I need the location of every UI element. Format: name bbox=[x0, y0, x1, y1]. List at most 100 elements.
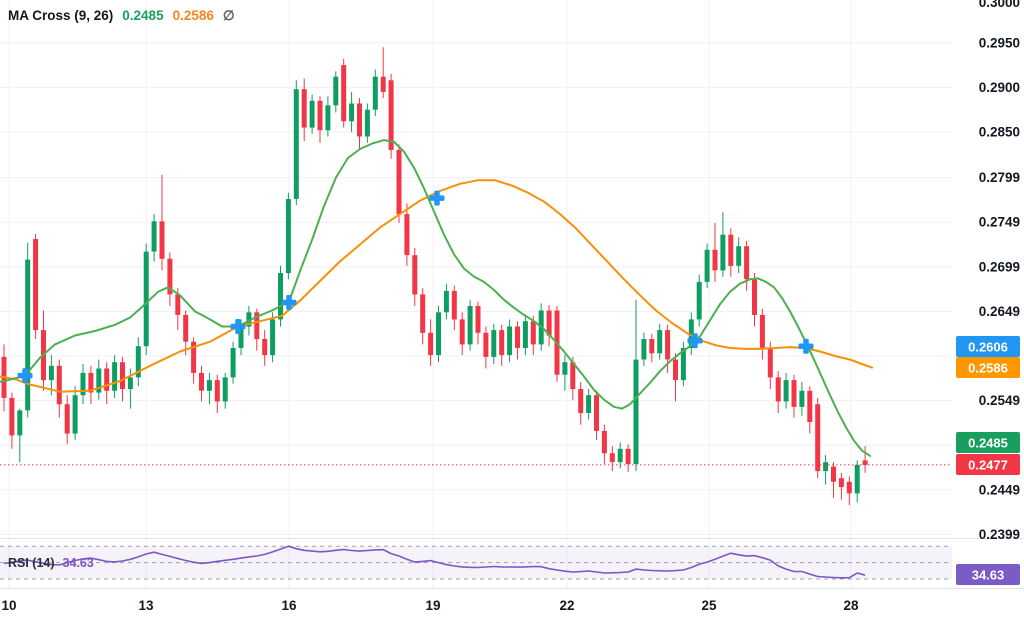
badge-bg bbox=[956, 432, 1020, 453]
candle-body bbox=[199, 372, 204, 391]
candle-body bbox=[720, 234, 726, 271]
candle-body bbox=[159, 221, 165, 259]
candle-body bbox=[80, 372, 86, 396]
time-axis-label: 25 bbox=[701, 598, 717, 613]
candle-body bbox=[752, 279, 757, 315]
price-axis-label: 0.2399 bbox=[979, 527, 1020, 542]
candle-body bbox=[33, 239, 39, 331]
candle-body bbox=[112, 362, 118, 391]
candle-body bbox=[64, 404, 70, 434]
price-axis-label: 0.2449 bbox=[979, 482, 1020, 497]
candle-body bbox=[317, 100, 323, 131]
badge-text: 0.2477 bbox=[968, 458, 1008, 473]
candle-body bbox=[736, 246, 742, 266]
candle-body bbox=[586, 395, 592, 413]
price-axis-label: 0.2699 bbox=[979, 259, 1020, 274]
legend-title: MA Cross (9, 26) bbox=[8, 8, 114, 23]
candle-body bbox=[467, 306, 473, 345]
ma-cross-marker bbox=[17, 368, 33, 384]
legend-empty-set-icon: ∅ bbox=[222, 8, 235, 23]
cross-marker-vbar bbox=[22, 368, 28, 384]
candle-body bbox=[783, 380, 789, 402]
candle-body bbox=[206, 380, 212, 391]
cross-marker-vbar bbox=[286, 295, 292, 310]
candle-body bbox=[278, 273, 283, 320]
candle-body bbox=[246, 312, 252, 327]
candle-body bbox=[823, 462, 829, 472]
time-axis-label: 22 bbox=[559, 598, 574, 613]
price-axis-label: 0.2900 bbox=[979, 80, 1020, 95]
candle-body bbox=[799, 390, 805, 407]
candle-body bbox=[96, 368, 102, 393]
candle-body bbox=[120, 362, 125, 389]
candle-body bbox=[238, 326, 244, 348]
candle-body bbox=[530, 321, 536, 345]
time-axis-label: 28 bbox=[843, 598, 859, 613]
candle-body bbox=[862, 460, 868, 465]
candle-body bbox=[309, 100, 315, 128]
candle-body bbox=[404, 214, 410, 256]
candle-body bbox=[601, 430, 607, 454]
time-axis-label: 16 bbox=[281, 598, 297, 613]
rsi-legend[interactable]: RSI (14) 34.63 bbox=[8, 556, 94, 570]
candle-body bbox=[459, 319, 465, 345]
candle-body bbox=[515, 326, 520, 348]
candle-body bbox=[56, 365, 62, 405]
candle-body bbox=[214, 380, 220, 402]
badge-text: 34.63 bbox=[972, 568, 1005, 583]
candle-body bbox=[657, 330, 663, 354]
price-axis-label: 0.2950 bbox=[979, 35, 1020, 50]
candle-body bbox=[617, 448, 623, 463]
candle-body bbox=[333, 76, 339, 106]
rsi-line bbox=[3, 545, 866, 579]
plot-area[interactable] bbox=[0, 0, 952, 588]
candle-body bbox=[846, 481, 852, 494]
candle-body bbox=[143, 251, 149, 347]
candle-body bbox=[443, 290, 449, 313]
candle-body bbox=[349, 103, 355, 122]
price-axis-badge: 0.2586 bbox=[956, 357, 1020, 378]
candle-body bbox=[546, 310, 552, 336]
candle-body bbox=[388, 80, 394, 150]
candle-body bbox=[712, 249, 718, 271]
candle-body bbox=[191, 341, 197, 373]
candle-body bbox=[767, 348, 773, 378]
candle-body bbox=[396, 149, 402, 215]
candle-body bbox=[17, 410, 23, 436]
candle-body bbox=[744, 246, 750, 280]
price-axis-label: 0.2749 bbox=[979, 215, 1020, 230]
rsi-value: 34.63 bbox=[62, 556, 94, 570]
badge-bg bbox=[956, 357, 1020, 378]
candle-body bbox=[594, 395, 599, 431]
candle-body bbox=[167, 258, 173, 295]
candle-body bbox=[357, 103, 362, 137]
cross-marker-vbar bbox=[692, 333, 698, 349]
candle-body bbox=[420, 294, 426, 333]
candle-body bbox=[72, 395, 78, 434]
ma-cross-legend[interactable]: MA Cross (9, 26) 0.2485 0.2586 ∅ bbox=[8, 8, 235, 24]
candle-body bbox=[673, 359, 678, 381]
candle-body bbox=[759, 314, 765, 348]
candle-body bbox=[665, 330, 671, 360]
candle-body bbox=[578, 389, 584, 414]
cross-marker-vbar bbox=[434, 190, 440, 206]
ma-slow-line bbox=[0, 179, 873, 393]
cross-marker-vbar bbox=[803, 338, 809, 354]
candle-body bbox=[127, 377, 133, 389]
ma-cross-marker bbox=[230, 319, 246, 334]
candle-body bbox=[807, 390, 813, 422]
time-axis-label: 19 bbox=[425, 598, 440, 613]
candle-body bbox=[854, 464, 860, 494]
badge-text: 0.2606 bbox=[968, 340, 1008, 355]
candle-body bbox=[436, 312, 441, 356]
candle-body bbox=[222, 377, 228, 402]
candle-body bbox=[451, 290, 457, 320]
ma-cross-marker bbox=[281, 295, 297, 310]
ma-cross-marker bbox=[798, 338, 814, 354]
candle-body bbox=[325, 105, 331, 131]
badge-text: 0.2485 bbox=[968, 436, 1008, 451]
badge-text: 0.2586 bbox=[968, 361, 1008, 376]
candle-body bbox=[680, 348, 686, 381]
